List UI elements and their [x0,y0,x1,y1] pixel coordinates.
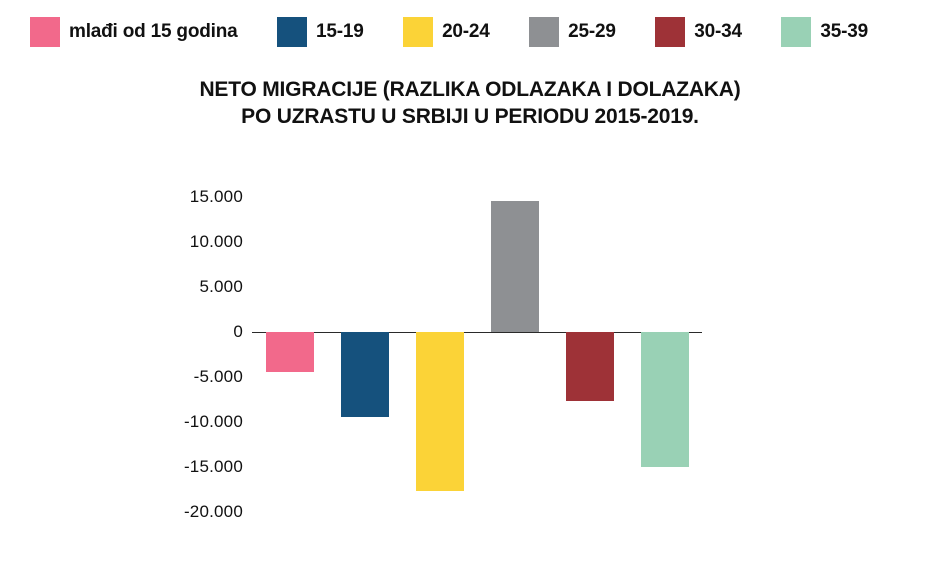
bar-35-39 [640,331,689,467]
legend-item: 20-24 [403,17,490,47]
y-tick-label: -20.000 [183,501,243,521]
y-tick-label: 15.000 [189,186,243,206]
legend-label: 35-39 [820,21,868,42]
legend-item: 15-19 [276,17,364,47]
bar-15-19 [340,331,389,418]
legend-label: 25-29 [568,21,616,42]
y-tick-label: -5.000 [193,366,243,386]
chart-title: NETO MIGRACIJE (RAZLIKA ODLAZAKA I DOLAZ… [0,76,940,130]
legend-swatch [30,17,60,47]
legend-swatch [655,17,686,47]
legend-swatch [403,17,434,47]
legend-label: mlađi od 15 godina [69,21,238,42]
bar-30-34 [565,331,614,402]
legend-item: 35-39 [781,17,868,47]
y-axis: 15.000 10.000 5.000 0 -5.000 -10.000 -15.000 -2… [0,183,243,521]
y-tick-label: 0 [233,321,243,341]
chart-title-line2: PO UZRASTU U SRBIJI U PERIODU 2015-2019. [241,105,699,128]
legend-label: 20-24 [442,21,490,42]
legend-swatch [276,17,307,47]
bar-20-24 [415,331,464,492]
chart-title-line1: NETO MIGRACIJE (RAZLIKA ODLAZAKA I DOLAZ… [199,78,741,101]
zero-line [252,331,702,333]
legend-label: 30-34 [694,21,742,42]
y-tick-label: 10.000 [189,231,243,251]
y-tick-label: -10.000 [183,411,243,431]
bar-25-29 [490,201,539,332]
bar-mlađi od 15 godina [265,331,314,373]
legend: mlađi od 15 godina 15-19 20-24 25-29 30-34 35… [0,16,940,48]
y-tick-label: 5.000 [199,276,243,296]
legend-item: mlađi od 15 godina [30,17,238,47]
legend-swatch [781,17,812,47]
legend-item: 30-34 [655,17,742,47]
y-tick-label: -15.000 [183,456,243,476]
legend-item: 25-29 [529,17,616,47]
plot-area [252,183,702,521]
legend-swatch [529,17,560,47]
legend-label: 15-19 [315,21,364,42]
